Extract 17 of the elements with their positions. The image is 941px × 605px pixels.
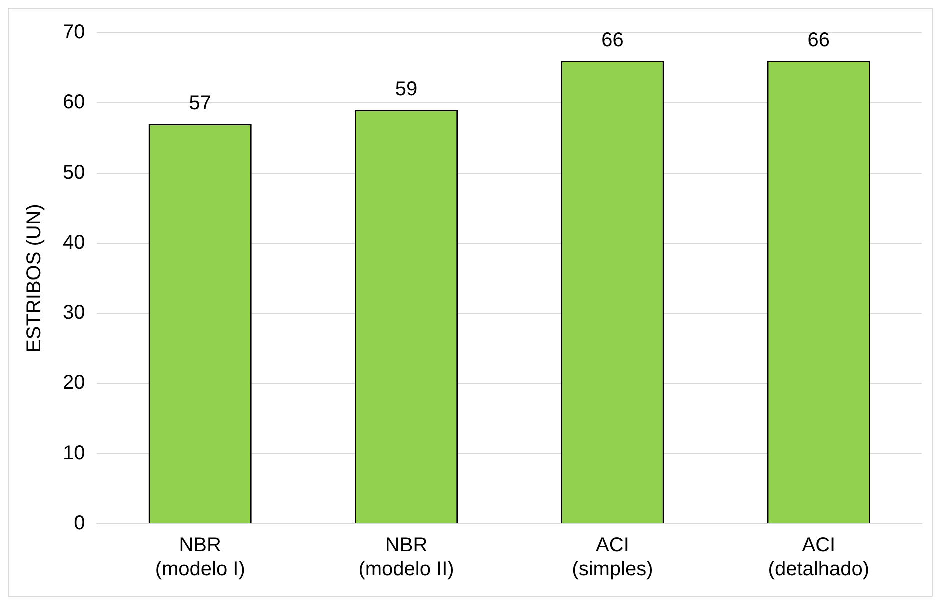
x-tick-label: NBR (modelo I) [155,534,246,581]
data-label: 66 [602,30,624,52]
data-label: 59 [395,78,418,101]
x-tick-label: ACI (detalhado) [768,534,870,581]
y-tick-label: 20 [62,372,86,394]
y-tick-label: 70 [62,22,86,44]
y-tick-label: 50 [62,162,86,184]
y-tick-label: 30 [62,302,86,324]
y-axis-title: ESTRIBOS (UN) [24,204,46,353]
y-tick-label: 10 [62,442,86,464]
x-tick-label: NBR (modelo II) [358,534,454,581]
y-tick-label: 60 [62,92,86,114]
x-tick-label: ACI (simples) [572,534,654,581]
y-tick-label: 40 [62,232,86,254]
data-label: 57 [189,92,212,115]
y-tick-label: 0 [74,512,86,535]
data-label: 66 [808,30,830,52]
